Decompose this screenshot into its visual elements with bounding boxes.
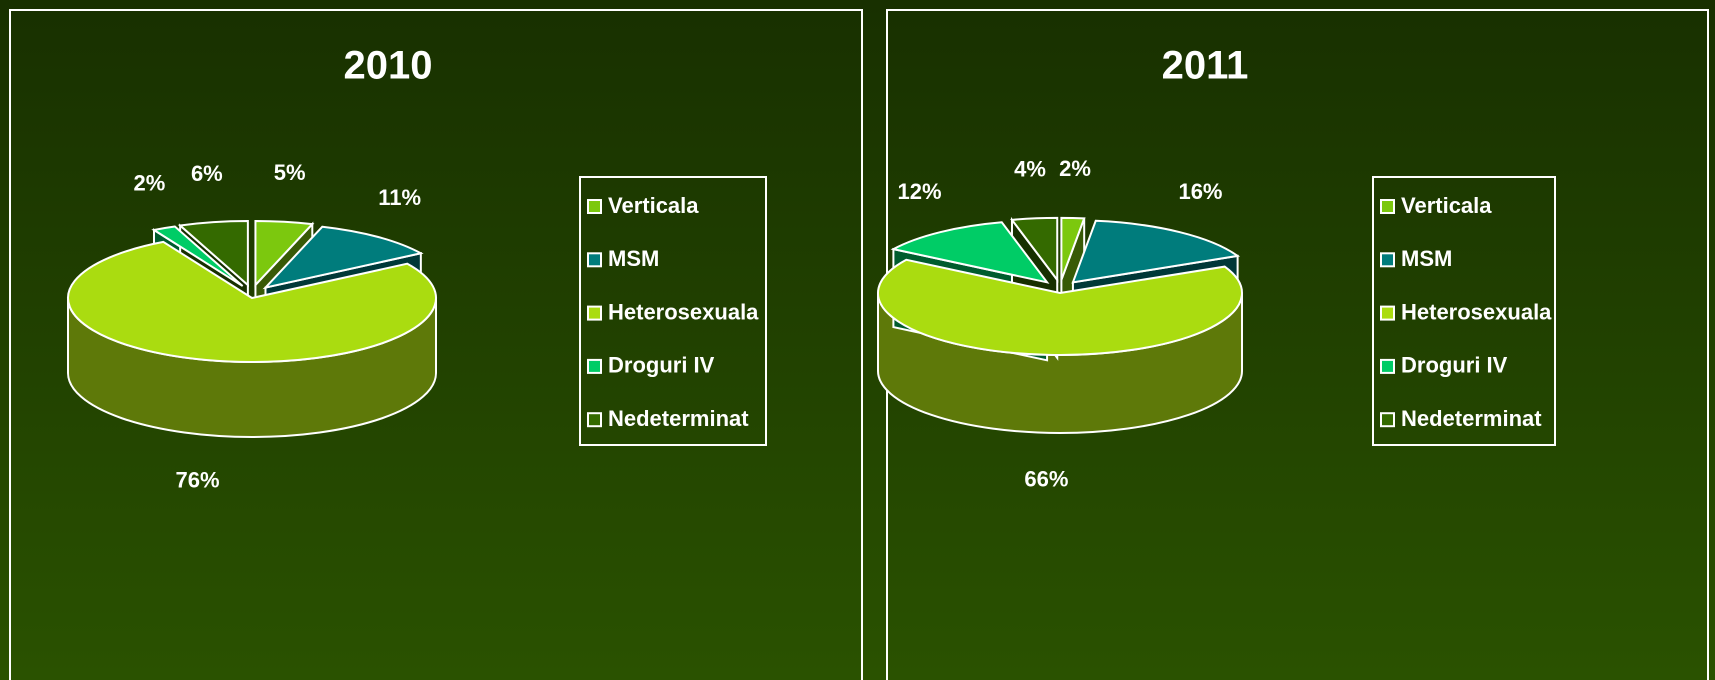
slice: [67, 240, 437, 363]
legend-swatch: [1380, 199, 1395, 214]
slice: [1010, 216, 1059, 283]
data-label: 4%: [1014, 157, 1046, 182]
pie: 2% 16% 66% 12% 4%: [877, 156, 1243, 492]
slice: [890, 221, 1050, 284]
legend-swatch: [587, 412, 602, 428]
legend-swatch: [587, 199, 602, 214]
legend-label: Heterosexuala: [608, 299, 759, 324]
legend-swatch: [587, 252, 602, 268]
slice: [262, 225, 424, 290]
legend-label: Heterosexuala: [1401, 299, 1552, 324]
legend-swatch: [1380, 252, 1395, 268]
legend-swatch: [1380, 358, 1395, 374]
legend-label: Verticala: [1401, 193, 1492, 218]
legend-swatch: [587, 358, 602, 374]
legend-label: Verticala: [608, 193, 699, 218]
legend-swatch: [1380, 305, 1395, 321]
data-label: 66%: [1024, 467, 1068, 492]
data-label: 2%: [133, 171, 165, 196]
data-label: 16%: [1178, 179, 1222, 204]
data-label: 11%: [378, 185, 421, 210]
data-label: 6%: [191, 161, 223, 186]
data-label: 76%: [176, 467, 220, 492]
slice: [177, 220, 249, 288]
chart-title: 2010: [344, 44, 433, 88]
data-label: 5%: [274, 160, 306, 185]
slice: [877, 258, 1243, 356]
legend-swatch: [1380, 412, 1395, 428]
legend-label: Droguri IV: [608, 353, 715, 378]
legend-swatch: [587, 305, 602, 321]
legend-box: [579, 176, 767, 446]
slice: [254, 219, 315, 288]
legend-label: MSM: [608, 246, 659, 271]
data-label: 12%: [897, 179, 941, 204]
slice: [1060, 216, 1086, 281]
pie: 5% 11% 76% 2% 6%: [67, 160, 437, 492]
slice: [1071, 219, 1241, 284]
legend-label: MSM: [1401, 246, 1452, 271]
data-label: 2%: [1059, 156, 1091, 181]
chart-title: 2011: [1162, 44, 1249, 88]
legend-label: Droguri IV: [1401, 353, 1508, 378]
legend-label: Nedeterminat: [1401, 406, 1542, 431]
legend-label: Nedeterminat: [608, 406, 749, 431]
legend-box: [1372, 176, 1556, 446]
panel: [9, 9, 863, 680]
slice: [151, 225, 244, 287]
